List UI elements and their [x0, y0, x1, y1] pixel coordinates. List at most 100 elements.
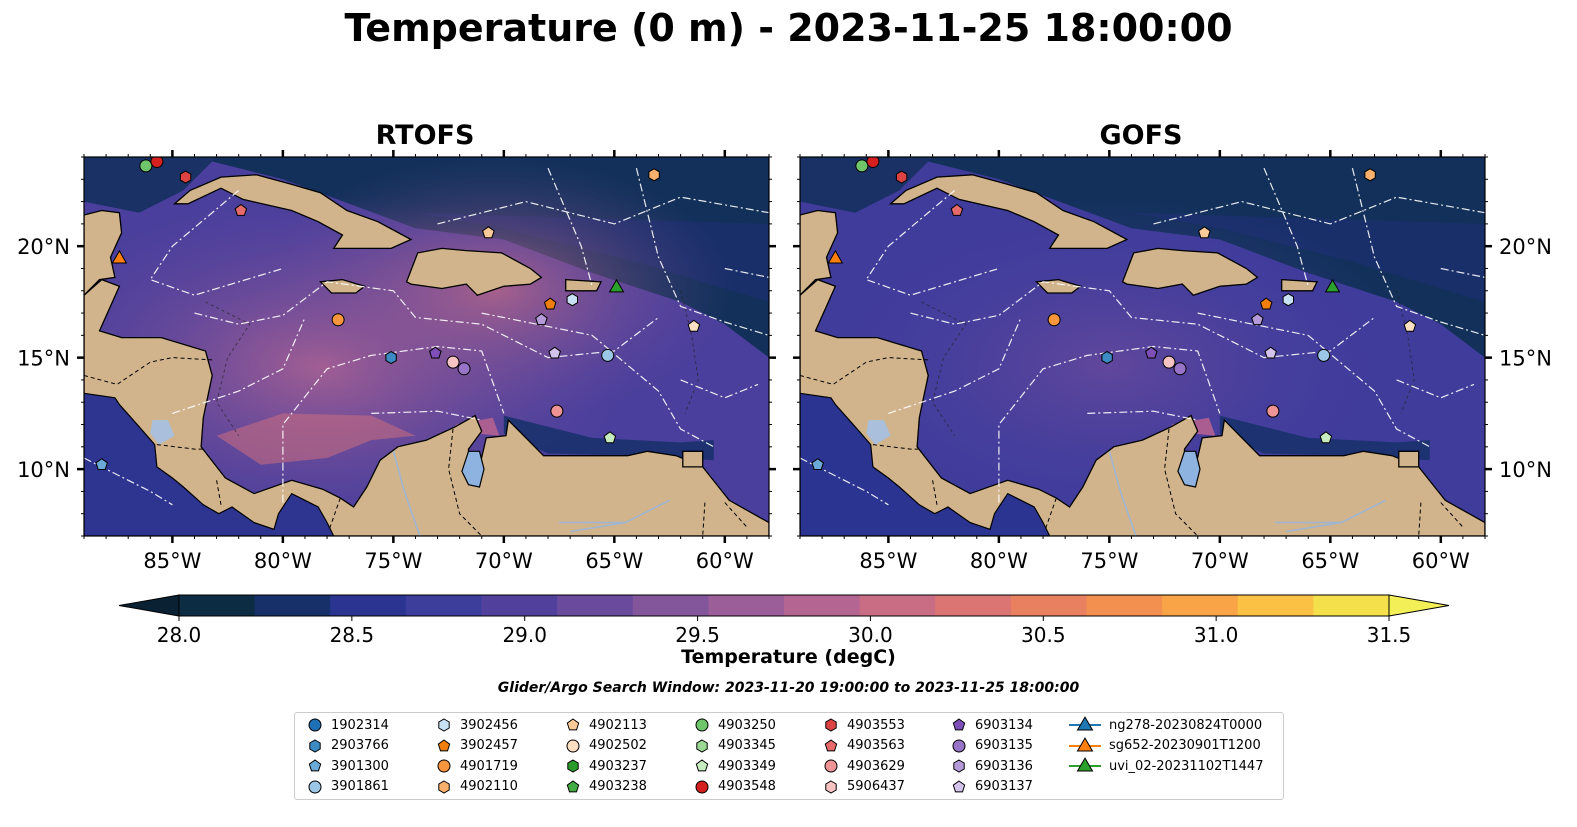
- float-marker: [179, 170, 192, 184]
- float-marker: [648, 168, 660, 182]
- legend-item: 4903237: [563, 756, 647, 776]
- legend-item: 4903563: [821, 736, 905, 756]
- float-marker: [535, 313, 548, 326]
- colorbar-tick-label: 30.0: [848, 623, 893, 645]
- argo-float-icon: [437, 759, 451, 773]
- legend-item: 5906437: [821, 777, 905, 797]
- colorbar-segment: [859, 595, 936, 616]
- colorbar-tick-label: 28.0: [157, 623, 202, 645]
- float-marker: [1101, 351, 1113, 365]
- float-marker: [550, 404, 564, 418]
- colorbar-segment: [1162, 595, 1239, 616]
- lon-tick-label: 85°W: [143, 549, 201, 573]
- legend-item: 4903345: [692, 736, 776, 756]
- lon-tick-label: 75°W: [364, 549, 422, 573]
- colorbar-tick-label: 29.0: [502, 623, 547, 645]
- legend-label: 2903766: [331, 738, 389, 753]
- search-window-text: Glider/Argo Search Window: 2023-11-20 19…: [497, 680, 1080, 696]
- argo-float-icon: [824, 738, 838, 751]
- float-marker: [1403, 319, 1417, 332]
- legend-item: 6903135: [949, 736, 1033, 756]
- legend-label: 6903135: [975, 738, 1033, 753]
- map-panels: 85°W 80°W 75°W 70°W 65°W 60°W10°N15°N20°N85°W…: [17, 150, 1552, 573]
- argo-float-icon: [825, 779, 837, 794]
- float-marker: [543, 297, 557, 310]
- glider-track-icon: [1069, 716, 1101, 731]
- legend-item: 6903134: [949, 715, 1033, 735]
- legend-label: 4903238: [589, 779, 647, 794]
- float-marker: [687, 319, 701, 332]
- argo-float-icon: [952, 779, 966, 792]
- colorbar-segment: [784, 595, 861, 616]
- float-marker: [866, 157, 880, 168]
- glider-track-icon: [1069, 736, 1101, 751]
- float-marker: [150, 157, 164, 168]
- legend-item: ng278-20230824T0000: [1067, 715, 1262, 735]
- legend-item: uvi_02-20231102T1447: [1067, 756, 1263, 776]
- colorbar-segment: [405, 595, 482, 616]
- legend-label: 6903134: [975, 717, 1033, 733]
- float-marker: [1317, 348, 1331, 362]
- argo-float-icon: [695, 780, 709, 793]
- float-marker: [234, 203, 248, 216]
- lon-tick-label: 60°W: [1412, 549, 1470, 573]
- colorbar-tick-label: 31.5: [1367, 623, 1412, 645]
- panel-title-rtofs: RTOFS: [375, 120, 475, 151]
- legend-label: 3901300: [331, 758, 389, 774]
- legend-label: 4903237: [589, 758, 647, 774]
- argo-float-icon: [566, 739, 580, 752]
- colorbar-segment: [557, 595, 634, 616]
- float-marker: [1319, 431, 1333, 444]
- argo-float-icon: [437, 738, 451, 751]
- lon-tick-label: 80°W: [970, 549, 1028, 573]
- float-marker: [1264, 346, 1277, 359]
- float-marker: [895, 170, 908, 184]
- legend-label: 4902502: [589, 738, 647, 753]
- float-marker: [446, 355, 460, 369]
- legend-label: 3902456: [460, 717, 518, 733]
- lat-tick-label: 10°N: [1499, 458, 1552, 482]
- colorbar-segment: [1086, 595, 1163, 616]
- legend-item: 6903136: [949, 756, 1033, 776]
- legend-label: 4903250: [718, 717, 776, 733]
- lat-tick-label: 15°N: [17, 347, 70, 371]
- legend-label: 4903553: [847, 717, 905, 733]
- float-marker: [111, 249, 128, 264]
- legend-item: 4901719: [434, 756, 518, 776]
- map-panel-rtofs: 85°W 80°W 75°W 70°W 65°W 60°W 10°N 15°N 20°N: [17, 150, 776, 573]
- legend-item: 1902314: [305, 715, 389, 735]
- colorbar-segment: [254, 595, 331, 616]
- glider-track-icon: [1069, 757, 1101, 772]
- legend-item: 3901300: [305, 756, 389, 776]
- legend-item: 3902457: [434, 736, 518, 756]
- float-marker: [1259, 297, 1273, 310]
- legend-item: 4903250: [692, 715, 776, 735]
- colorbar-extend-low: [118, 594, 180, 617]
- legend-item: 4903553: [821, 715, 905, 735]
- float-marker: [827, 249, 844, 264]
- argo-float-icon: [566, 779, 580, 792]
- colorbar-segment: [708, 595, 785, 616]
- float-marker: [1324, 278, 1341, 293]
- legend-label: 4903548: [718, 779, 776, 794]
- legend-label: 3902457: [460, 738, 518, 753]
- lon-tick-label: 65°W: [585, 549, 643, 573]
- lat-tick-label: 20°N: [1499, 235, 1552, 259]
- float-marker: [603, 431, 617, 444]
- argo-float-icon: [308, 718, 322, 732]
- legend-item: 3902456: [434, 715, 518, 735]
- legend: 1902314 2903766 3901300 3901861 3902456 39024…: [294, 712, 1284, 800]
- argo-float-icon: [695, 718, 709, 732]
- argo-float-icon: [824, 759, 838, 773]
- float-marker: [1173, 362, 1187, 376]
- float-marker: [950, 203, 964, 216]
- float-marker: [1364, 168, 1376, 182]
- argo-float-icon: [308, 759, 322, 772]
- argo-float-icon: [566, 718, 580, 731]
- argo-float-icon: [953, 759, 965, 773]
- panel-title-gofs: GOFS: [1099, 120, 1183, 151]
- float-marker: [385, 351, 397, 365]
- colorbar-tick-label: 29.5: [675, 623, 720, 645]
- lon-tick-label: 80°W: [254, 549, 312, 573]
- legend-item: 4903629: [821, 756, 905, 776]
